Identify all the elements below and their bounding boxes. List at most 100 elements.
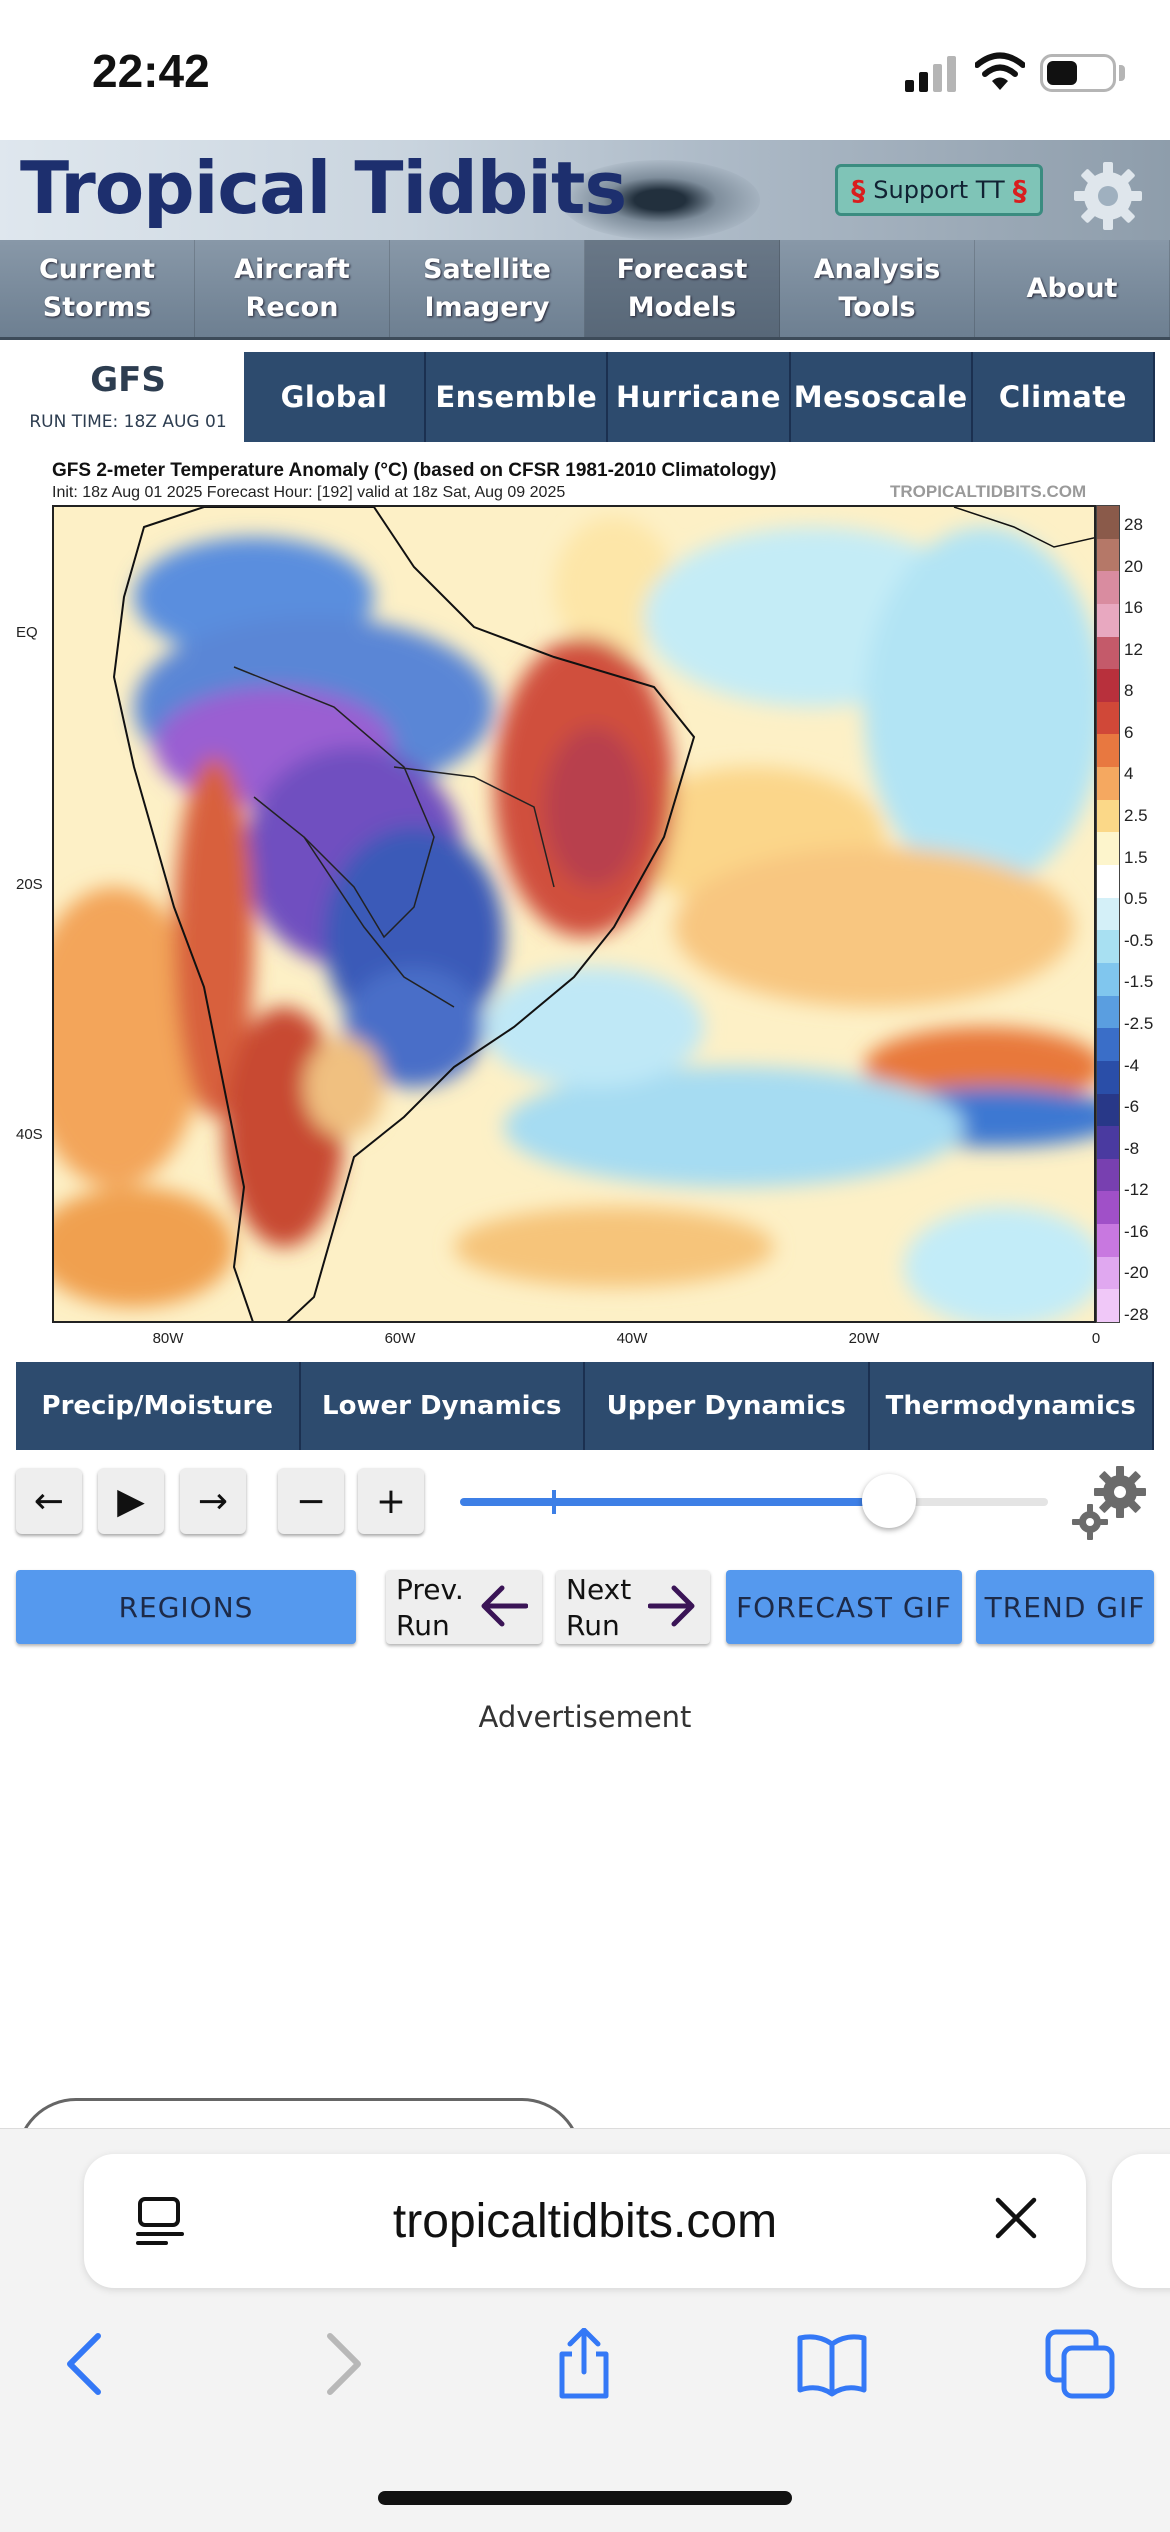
- colorbar-segment: [1097, 603, 1119, 637]
- bookmarks-icon[interactable]: [796, 2328, 868, 2400]
- battery-cap: [1119, 65, 1125, 81]
- colorbar-label: -2.5: [1124, 1013, 1154, 1033]
- colorbar-label: 1.5: [1124, 847, 1148, 867]
- forward-icon[interactable]: [304, 2328, 376, 2400]
- prev-run-label: Prev. Run: [396, 1573, 464, 1642]
- site-header: Tropical Tidbits § Support TT §: [0, 140, 1170, 240]
- tab-hurricane[interactable]: Hurricane: [608, 352, 791, 442]
- advertisement-label: Advertisement: [478, 1700, 692, 1734]
- play-button[interactable]: ▶: [98, 1468, 164, 1534]
- run-time: RUN TIME: 18Z AUG 01: [29, 412, 227, 432]
- lon-label-80w: 80W: [152, 1330, 184, 1347]
- nav-about[interactable]: About: [975, 240, 1170, 337]
- next-tab-preview[interactable]: [1112, 2154, 1170, 2288]
- temperature-anomaly-map[interactable]: [52, 505, 1096, 1323]
- nav-satellite-imagery[interactable]: Satellite Imagery: [390, 240, 585, 337]
- colorbar-label: -16: [1124, 1221, 1149, 1241]
- slider-thumb[interactable]: [862, 1474, 917, 1528]
- next-run-button[interactable]: Next Run: [556, 1570, 710, 1644]
- map-watermark: TROPICALTIDBITS.COM: [890, 482, 1087, 501]
- colorbar-label: 16: [1124, 598, 1143, 618]
- colorbar-segment: [1097, 1028, 1119, 1061]
- tab-upper-dynamics[interactable]: Upper Dynamics: [585, 1362, 870, 1450]
- zoom-in-button[interactable]: +: [358, 1468, 424, 1534]
- map-subtitle: Init: 18z Aug 01 2025 Forecast Hour: [19…: [52, 484, 566, 501]
- colorbar-segment: [1097, 1093, 1119, 1127]
- nav-current-storms[interactable]: Current Storms: [0, 240, 195, 337]
- map-graphic: [54, 507, 1094, 1321]
- zoom-out-button[interactable]: −: [278, 1468, 344, 1534]
- lon-label-40w: 40W: [616, 1330, 648, 1347]
- close-icon[interactable]: [994, 2196, 1038, 2240]
- hurricane-satellite-image: [560, 160, 760, 240]
- hurricane-symbol-icon: §: [851, 173, 866, 207]
- colorbar-segment: [1097, 506, 1119, 539]
- tab-lower-dynamics[interactable]: Lower Dynamics: [301, 1362, 585, 1450]
- tab-precip-moisture[interactable]: Precip/Moisture: [16, 1362, 301, 1450]
- nav-analysis-tools[interactable]: Analysis Tools: [780, 240, 975, 337]
- tab-climate[interactable]: Climate: [973, 352, 1156, 442]
- colorbar-label: 0.5: [1124, 889, 1148, 909]
- page-menu-icon[interactable]: [136, 2196, 184, 2246]
- colorbar-segment: [1097, 1126, 1119, 1159]
- regions-button[interactable]: REGIONS: [16, 1570, 356, 1644]
- prev-run-button[interactable]: Prev. Run: [386, 1570, 542, 1644]
- colorbar-label: -4: [1124, 1055, 1140, 1075]
- nav-forecast-models[interactable]: Forecast Models: [585, 240, 780, 337]
- previous-frame-button[interactable]: ←: [16, 1468, 82, 1534]
- forecast-hour-slider[interactable]: [460, 1474, 1048, 1528]
- colorbar-segment: [1097, 1256, 1119, 1290]
- settings-gears-icon[interactable]: [1070, 1464, 1150, 1540]
- forecast-gif-button[interactable]: FORECAST GIF: [726, 1570, 962, 1644]
- address-bar[interactable]: tropicaltidbits.com: [84, 2154, 1086, 2288]
- main-nav: Current Storms Aircraft Recon Satellite Ima…: [0, 240, 1170, 340]
- slider-tick: [552, 1490, 556, 1514]
- colorbar-label: -0.5: [1124, 930, 1154, 950]
- tab-mesoscale[interactable]: Mesoscale: [791, 352, 973, 442]
- colorbar-segment: [1097, 669, 1119, 702]
- colorbar-label: -20: [1124, 1263, 1149, 1283]
- home-indicator: [378, 2491, 792, 2505]
- colorbar-segment: [1097, 538, 1119, 572]
- model-bar: GFS RUN TIME: 18Z AUG 01 Global Ensemble…: [0, 346, 1170, 446]
- model-tabs: Global Ensemble Hurricane Mesoscale Clim…: [244, 352, 1156, 442]
- tabs-icon[interactable]: [1044, 2328, 1116, 2400]
- colorbar-label: -28: [1124, 1305, 1149, 1324]
- arrow-right-icon: [648, 1585, 695, 1627]
- colorbar-label: -8: [1124, 1138, 1140, 1158]
- category-bar: Precip/Moisture Lower Dynamics Upper Dyn…: [16, 1362, 1154, 1450]
- nav-aircraft-recon[interactable]: Aircraft Recon: [195, 240, 390, 337]
- tab-global[interactable]: Global: [244, 352, 427, 442]
- colorbar-segment: [1097, 1158, 1119, 1192]
- tab-ensemble[interactable]: Ensemble: [426, 352, 609, 442]
- site-logo[interactable]: Tropical Tidbits: [20, 146, 627, 230]
- colorbar-segment: [1097, 897, 1119, 931]
- back-icon[interactable]: [52, 2328, 124, 2400]
- colorbar-label: 12: [1124, 639, 1143, 659]
- lat-label-20s: 20S: [16, 876, 43, 893]
- support-label: Support TT: [873, 176, 1005, 204]
- cellular-signal-icon: [905, 56, 956, 92]
- colorbar: [1096, 505, 1120, 1323]
- colorbar-segment: [1097, 799, 1119, 833]
- trend-gif-button[interactable]: TREND GIF: [976, 1570, 1154, 1644]
- gear-icon[interactable]: [1070, 158, 1146, 234]
- status-bar: 22:42: [0, 0, 1170, 140]
- support-tt-button[interactable]: § Support TT §: [835, 164, 1043, 216]
- colorbar-label: 8: [1124, 681, 1134, 701]
- map-title: GFS 2-meter Temperature Anomaly (°C) (ba…: [52, 460, 777, 481]
- colorbar-label: -6: [1124, 1097, 1140, 1117]
- share-icon[interactable]: [548, 2328, 620, 2400]
- lon-label-60w: 60W: [384, 1330, 416, 1347]
- colorbar-label: 4: [1124, 764, 1134, 784]
- next-frame-button[interactable]: →: [180, 1468, 246, 1534]
- colorbar-segment: [1097, 1289, 1119, 1323]
- arrow-left-icon: [481, 1585, 528, 1627]
- model-name: GFS: [90, 360, 166, 400]
- battery-icon: [1040, 54, 1116, 92]
- colorbar-label: -12: [1124, 1180, 1149, 1200]
- colorbar-segment: [1097, 636, 1119, 670]
- lon-label-0: 0: [1091, 1330, 1101, 1347]
- lon-label-20w: 20W: [848, 1330, 880, 1347]
- tab-thermodynamics[interactable]: Thermodynamics: [870, 1362, 1154, 1450]
